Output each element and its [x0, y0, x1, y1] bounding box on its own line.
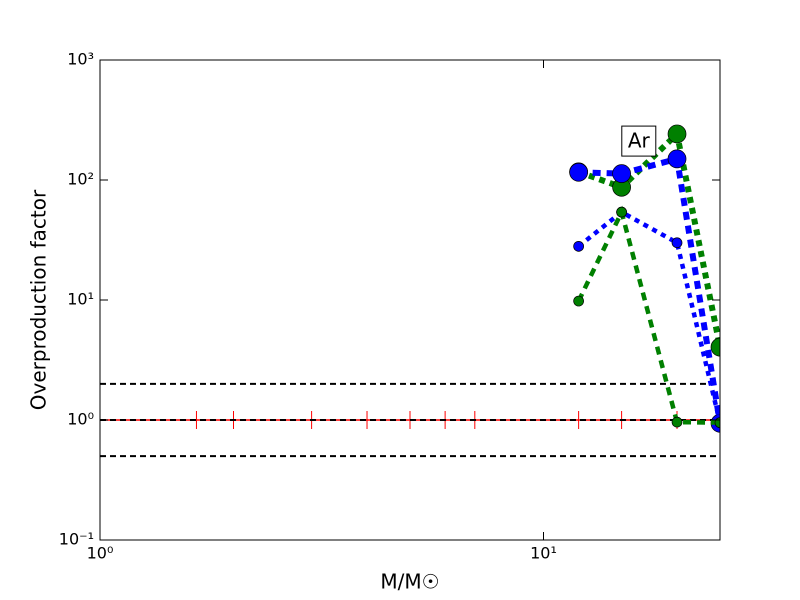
y-tick-label: 10⁻¹: [59, 530, 94, 549]
series-marker: [710, 337, 720, 357]
annotation-box: [621, 125, 657, 157]
annotation-text: Ar: [628, 129, 651, 153]
series-marker: [671, 416, 683, 428]
series-line: [576, 205, 720, 425]
series-marker: [569, 162, 588, 182]
series-line: [577, 127, 720, 348]
series-marker: [671, 237, 683, 249]
y-axis-label: Overproduction factor: [27, 189, 51, 410]
series-marker: [667, 124, 687, 144]
y-tick-label: 10¹: [67, 290, 94, 309]
series-marker: [573, 240, 584, 252]
plot-area: Ar: [100, 124, 720, 458]
series-line: [578, 155, 720, 424]
series-marker: [612, 164, 631, 183]
x-tick-label: 10⁰: [87, 544, 114, 563]
y-tick-label: 10⁰: [67, 410, 94, 429]
x-axis-label: M/M☉: [380, 570, 439, 594]
series-line: [577, 209, 720, 424]
series-marker: [667, 149, 687, 169]
y-tick-label: 10²: [67, 170, 94, 189]
x-tick-label: 10¹: [530, 544, 557, 563]
series-marker: [573, 295, 584, 307]
y-tick-label: 10³: [67, 50, 94, 69]
series-marker: [616, 206, 627, 218]
